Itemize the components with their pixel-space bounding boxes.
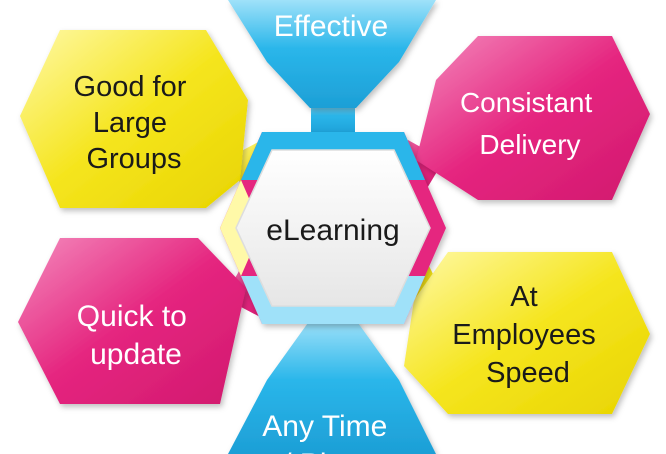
- hexagon-bottom-right: [404, 252, 650, 414]
- label-top-right: Consistant Delivery: [460, 87, 600, 160]
- hexagon-top-right: [416, 36, 650, 200]
- hexagon-top: [228, 0, 436, 108]
- hexagon-top-left: [20, 30, 248, 208]
- label-bottom-right: At Employees Speed: [452, 281, 604, 389]
- hexagon-bottom-left: [18, 238, 246, 404]
- hexagon-bottom: [228, 320, 436, 454]
- center-label: eLearning: [266, 214, 399, 247]
- center-hexagon: [235, 149, 431, 307]
- label-top: Effective: [274, 10, 389, 43]
- center-hub: [220, 132, 446, 324]
- label-top-left: Good for Large Groups: [74, 71, 195, 175]
- label-bottom: Any Time / Place: [262, 410, 395, 454]
- label-bottom-left: Quick to update: [77, 300, 195, 371]
- connector-top: [311, 100, 355, 135]
